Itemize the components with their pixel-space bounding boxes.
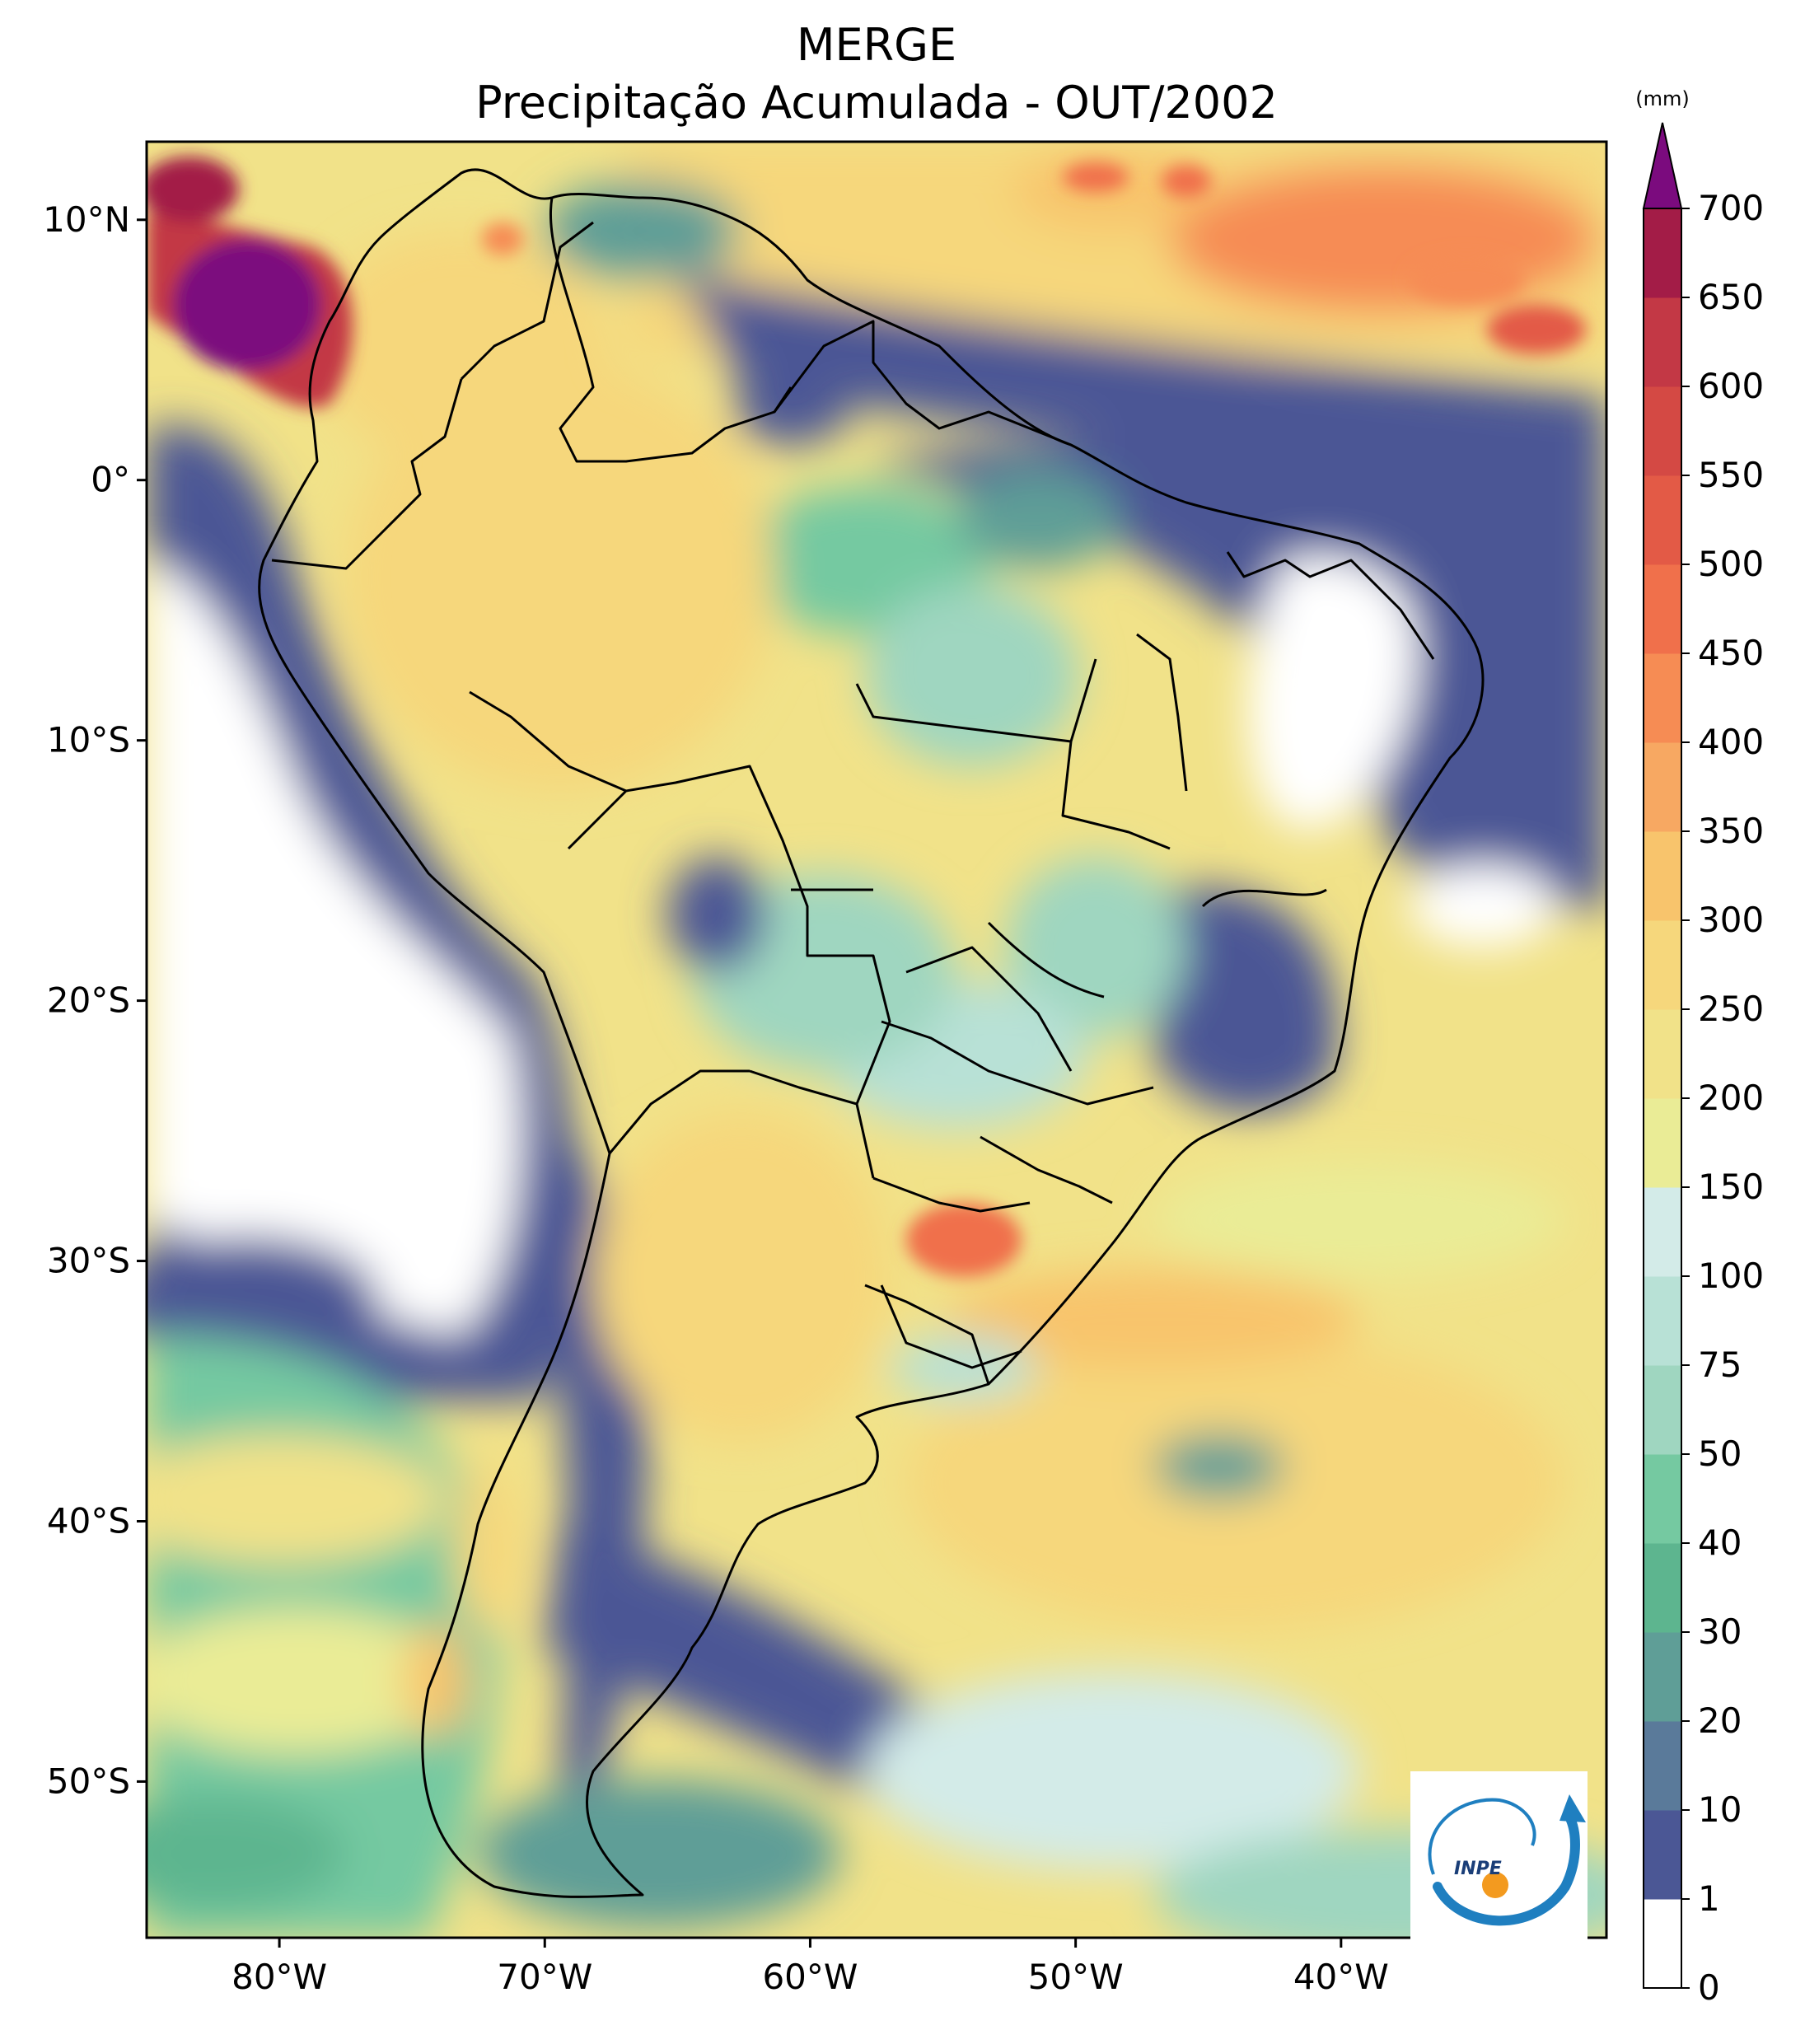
colorbar-segment	[1644, 1899, 1681, 1989]
colorbar-label: 10	[1698, 1789, 1742, 1830]
colorbar-extend-arrow	[1642, 122, 1683, 209]
y-tick-label: 0°	[91, 460, 130, 500]
orbit-dot-icon	[1482, 1872, 1508, 1898]
colorbar-segment	[1644, 1009, 1681, 1099]
colorbar-label: 40	[1698, 1522, 1742, 1563]
colorbar-segment	[1644, 1098, 1681, 1188]
colorbar: 0 1 10 20 30 40 50 75 100 150 200 250 300 350 400 450 50…	[1635, 87, 1764, 2008]
colorbar-segment	[1644, 1543, 1681, 1633]
axis-ticks	[137, 218, 1343, 1948]
y-axis-ticks: 10°N 0° 10°S 20°S 30°S 40°S 50°S	[43, 199, 130, 1802]
colorbar-label: 600	[1698, 366, 1764, 406]
colorbar-label: 75	[1698, 1345, 1742, 1385]
colorbar-label: 300	[1698, 900, 1764, 940]
colorbar-segment	[1644, 742, 1681, 832]
y-tick-label: 40°S	[47, 1500, 130, 1541]
colorbar-segment	[1644, 1454, 1681, 1544]
colorbar-label: 1	[1698, 1878, 1720, 1919]
colorbar-label: 400	[1698, 722, 1764, 762]
x-tick-label: 60°W	[762, 1957, 858, 1997]
precipitation-field	[147, 142, 1606, 1938]
colorbar-segment	[1644, 1721, 1681, 1811]
colorbar-label: 100	[1698, 1256, 1764, 1296]
map-subtitle: Precipitação Acumulada - OUT/2002	[475, 77, 1278, 129]
y-tick-label: 10°N	[43, 199, 130, 240]
x-tick-label: 80°W	[231, 1957, 327, 1997]
colorbar-label: 250	[1698, 989, 1764, 1029]
x-axis-ticks: 80°W 70°W 60°W 50°W 40°W	[231, 1957, 1389, 1997]
colorbar-segment	[1644, 653, 1681, 743]
colorbar-label: 150	[1698, 1167, 1764, 1207]
colorbar-segment	[1644, 564, 1681, 654]
colorbar-label: 30	[1698, 1611, 1742, 1652]
y-tick-label: 30°S	[47, 1241, 130, 1281]
country-borders	[258, 168, 1485, 1898]
y-tick-label: 10°S	[47, 720, 130, 760]
colorbar-label: 0	[1698, 1967, 1720, 2008]
colorbar-segment	[1644, 386, 1681, 476]
x-tick-label: 50°W	[1028, 1957, 1124, 1997]
colorbar-label: 500	[1698, 544, 1764, 584]
colorbar-label: 450	[1698, 633, 1764, 673]
colorbar-segment	[1644, 1365, 1681, 1455]
colorbar-label: 650	[1698, 277, 1764, 317]
y-tick-label: 20°S	[47, 980, 130, 1021]
x-tick-label: 40°W	[1293, 1957, 1389, 1997]
colorbar-segment	[1644, 831, 1681, 921]
colorbar-label: 20	[1698, 1700, 1742, 1741]
map-frame	[145, 140, 1608, 1939]
colorbar-segment	[1644, 475, 1681, 565]
colorbar-segment	[1644, 1810, 1681, 1900]
map-title: MERGE	[796, 19, 957, 71]
arrow-icon	[1560, 1794, 1586, 1822]
logo-text: INPE	[1454, 1859, 1502, 1879]
colorbar-unit: (mm)	[1635, 87, 1689, 110]
colorbar-label: 700	[1698, 188, 1764, 228]
colorbar-segment	[1644, 1276, 1681, 1366]
colorbar-label: 200	[1698, 1078, 1764, 1118]
colorbar-label: 50	[1698, 1434, 1742, 1474]
x-tick-label: 70°W	[497, 1957, 592, 1997]
colorbar-label: 350	[1698, 811, 1764, 851]
y-tick-label: 50°S	[47, 1761, 130, 1801]
colorbar-segment	[1644, 208, 1681, 298]
inpe-logo: INPE	[1410, 1771, 1588, 1944]
colorbar-segment	[1644, 1187, 1681, 1277]
colorbar-segment	[1644, 1632, 1681, 1722]
colorbar-segment	[1644, 297, 1681, 387]
colorbar-segment	[1644, 920, 1681, 1010]
colorbar-label: 550	[1698, 455, 1764, 495]
